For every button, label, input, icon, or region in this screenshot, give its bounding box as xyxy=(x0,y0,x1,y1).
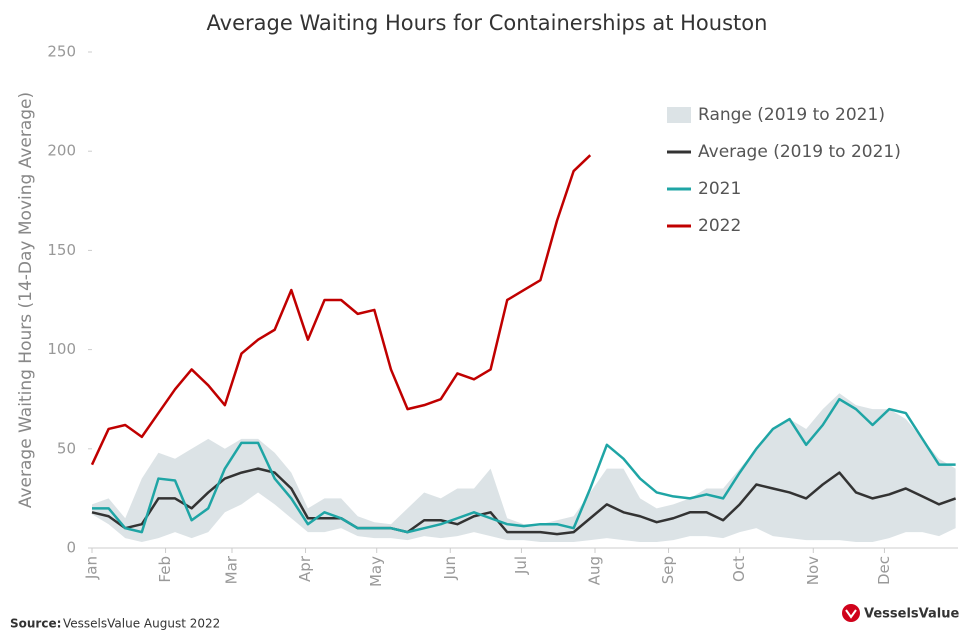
legend-swatch xyxy=(667,107,691,123)
x-tick-label: Jul xyxy=(512,556,530,575)
y-tick-label: 200 xyxy=(47,142,76,160)
x-tick-label: Apr xyxy=(296,555,314,582)
series-line xyxy=(90,154,592,466)
x-tick-label: Feb xyxy=(156,556,174,583)
y-tick-label: 250 xyxy=(47,43,76,61)
source: VesselsValue August 2022 xyxy=(63,617,220,631)
brand-icon-mark xyxy=(845,609,857,619)
brand-icon xyxy=(842,604,860,622)
legend-label: Range (2019 to 2021) xyxy=(698,105,885,125)
x-tick-label: Oct xyxy=(730,556,748,582)
x-tick-label: Sep xyxy=(659,556,677,584)
legend-label: 2022 xyxy=(698,216,741,236)
x-tick-label: Dec xyxy=(875,556,893,585)
source-label: Source: xyxy=(10,617,61,631)
series-line xyxy=(91,467,957,536)
x-tick-label: Jun xyxy=(441,556,459,580)
chart-title: Average Waiting Hours for Containerships… xyxy=(207,11,768,35)
brand: VesselsValue xyxy=(864,607,959,622)
y-tick-label: 150 xyxy=(47,241,76,259)
x-tick-label: Mar xyxy=(222,555,240,584)
range-band xyxy=(92,393,956,543)
x-tick-label: Jan xyxy=(83,556,101,580)
y-tick-label: 100 xyxy=(47,340,76,358)
legend-label: Average (2019 to 2021) xyxy=(698,142,901,162)
y-axis-label: Average Waiting Hours (14-Day Moving Ave… xyxy=(16,92,36,508)
y-tick-label: 0 xyxy=(66,539,76,557)
y-tick-label: 50 xyxy=(57,439,76,457)
x-tick-label: Nov xyxy=(804,556,822,585)
x-tick-label: Aug xyxy=(585,556,603,585)
x-tick-label: May xyxy=(367,556,385,587)
legend-label: 2021 xyxy=(698,179,741,199)
series-line xyxy=(92,397,956,534)
